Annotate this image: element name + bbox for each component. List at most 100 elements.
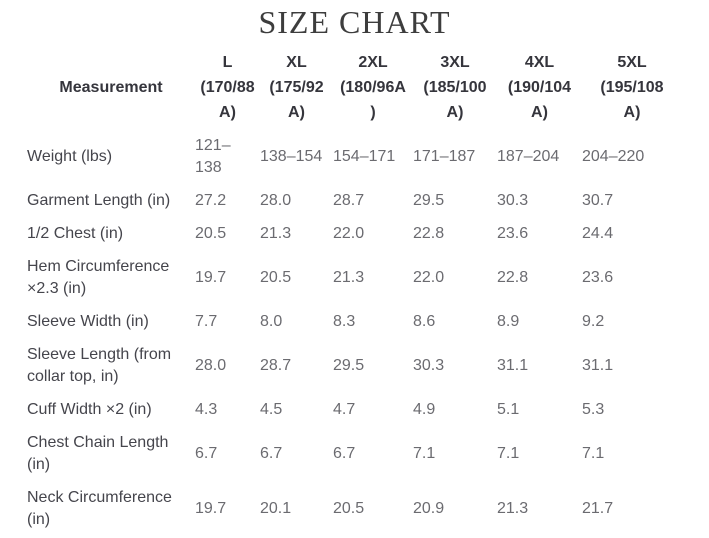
measurement-row-label: Sleeve Length (from collar top, in): [27, 346, 172, 385]
size-value-cell: 30.7: [582, 192, 614, 209]
table-row: Chest Chain Length (in) 6.7 6.7 6.7 7.1 7.1 7.…: [27, 427, 682, 482]
size-value-cell: 20.5: [333, 500, 365, 517]
size-value-cell: 21.3: [333, 269, 365, 286]
measurement-row-label: Cuff Width ×2 (in): [27, 401, 152, 418]
measurement-row-label: Hem Circumference ×2.3 (in): [27, 258, 170, 297]
size-header-line: A): [288, 104, 305, 121]
size-value-cell: 28.0: [195, 357, 227, 374]
size-value-cell: 27.2: [195, 192, 227, 209]
size-value-cell: 7.1: [413, 445, 436, 462]
size-column-header-l: L (170/88 A): [195, 48, 260, 130]
size-header-line: 2XL: [358, 54, 388, 71]
size-value-cell: 8.3: [333, 313, 356, 330]
measurement-row-label: Sleeve Width (in): [27, 313, 149, 330]
size-column-header-5xl: 5XL (195/108 A): [582, 48, 682, 130]
size-value-cell: 20.1: [260, 500, 292, 517]
header-row: Measurement L (170/88 A) XL (175/92 A) 2XL (180/…: [27, 48, 682, 130]
size-header-line: L: [222, 54, 233, 71]
size-header-line: (185/100: [423, 79, 487, 96]
size-value-cell: 7.7: [195, 313, 218, 330]
size-value-cell: 31.1: [582, 357, 614, 374]
size-value-cell: 19.7: [195, 269, 227, 286]
size-value-cell: 6.7: [260, 445, 283, 462]
size-header-line: ): [370, 104, 376, 121]
size-header-line: (195/108: [600, 79, 664, 96]
size-value-cell: 22.0: [413, 269, 445, 286]
table-row: Neck Circumference (in) 19.7 20.1 20.5 20.9 2…: [27, 482, 682, 537]
size-value-cell: 21.3: [260, 225, 292, 242]
size-header-line: (175/92: [269, 79, 324, 96]
table-row: Cuff Width ×2 (in) 4.3 4.5 4.7 4.9 5.1 5.3: [27, 394, 682, 427]
size-value-cell: 23.6: [497, 225, 529, 242]
table-row: Garment Length (in) 27.2 28.0 28.7 29.5 30.3 3…: [27, 185, 682, 218]
measurement-row-label: Neck Circumference (in): [27, 489, 172, 528]
size-value-cell: 20.5: [195, 225, 227, 242]
size-value-cell: 22.8: [413, 225, 445, 242]
size-value-cell: 6.7: [195, 445, 218, 462]
size-value-cell: 4.5: [260, 401, 283, 418]
size-chart-table: Measurement L (170/88 A) XL (175/92 A) 2XL (180/…: [27, 48, 682, 537]
size-value-cell: 7.1: [582, 445, 605, 462]
measurement-column-header: Measurement: [59, 79, 163, 96]
size-value-cell: 4.7: [333, 401, 356, 418]
size-value-cell: 4.9: [413, 401, 436, 418]
table-body: Weight (lbs) 121–138 138–154 154–171 171–187…: [27, 130, 682, 537]
size-value-cell: 4.3: [195, 401, 218, 418]
size-value-cell: 21.3: [497, 500, 529, 517]
size-value-cell: 23.6: [582, 269, 614, 286]
size-column-header-xl: XL (175/92 A): [260, 48, 333, 130]
size-value-cell: 5.1: [497, 401, 520, 418]
size-header-line: A): [623, 104, 641, 121]
size-header-line: A): [446, 104, 464, 121]
size-value-cell: 20.9: [413, 500, 445, 517]
size-header-line: (190/104: [507, 79, 572, 96]
measurement-row-label: Weight (lbs): [27, 148, 113, 165]
table-row: Weight (lbs) 121–138 138–154 154–171 171–187…: [27, 130, 682, 185]
size-value-cell: 9.2: [582, 313, 605, 330]
size-header-line: 4XL: [524, 54, 555, 71]
size-value-cell: 28.0: [260, 192, 292, 209]
size-value-cell: 19.7: [195, 500, 227, 517]
size-value-cell: 31.1: [497, 357, 529, 374]
size-value-cell: 204–220: [582, 148, 645, 165]
measurement-row-label: Garment Length (in): [27, 192, 171, 209]
page-title: SIZE CHART: [258, 4, 451, 40]
size-value-cell: 154–171: [333, 148, 396, 165]
size-value-cell: 29.5: [413, 192, 445, 209]
table-row: Hem Circumference ×2.3 (in) 19.7 20.5 21.3 2…: [27, 251, 682, 306]
size-value-cell: 21.7: [582, 500, 614, 517]
size-value-cell: 29.5: [333, 357, 365, 374]
size-value-cell: 6.7: [333, 445, 356, 462]
size-header-line: 5XL: [617, 54, 647, 71]
size-column-header-4xl: 4XL (190/104 A): [497, 48, 582, 130]
table-row: Sleeve Length (from collar top, in) 28.0 2…: [27, 339, 682, 394]
size-header-line: A): [219, 104, 236, 121]
size-value-cell: 7.1: [497, 445, 520, 462]
size-header-line: XL: [286, 54, 307, 71]
size-header-line: 3XL: [440, 54, 470, 71]
size-value-cell: 22.8: [497, 269, 529, 286]
size-column-header-2xl: 2XL (180/96A): [333, 48, 413, 130]
measurement-row-label: Chest Chain Length (in): [27, 434, 169, 473]
size-value-cell: 20.5: [260, 269, 292, 286]
size-value-cell: 138–154: [260, 148, 323, 165]
table-row: 1/2 Chest (in) 20.5 21.3 22.0 22.8 23.6 24.4: [27, 218, 682, 251]
size-value-cell: 8.6: [413, 313, 436, 330]
size-header-line: (170/88: [200, 79, 255, 96]
size-value-cell: 30.3: [413, 357, 445, 374]
size-value-cell: 8.0: [260, 313, 283, 330]
size-value-cell: 22.0: [333, 225, 365, 242]
size-value-cell: 24.4: [582, 225, 614, 242]
size-value-cell: 121–138: [195, 137, 231, 176]
size-header-line: A): [531, 104, 548, 121]
table-row: Sleeve Width (in) 7.7 8.0 8.3 8.6 8.9 9.2: [27, 306, 682, 339]
size-value-cell: 5.3: [582, 401, 605, 418]
size-value-cell: 30.3: [497, 192, 529, 209]
size-value-cell: 187–204: [497, 148, 560, 165]
size-column-header-3xl: 3XL (185/100 A): [413, 48, 497, 130]
size-value-cell: 28.7: [333, 192, 365, 209]
size-value-cell: 8.9: [497, 313, 520, 330]
size-value-cell: 171–187: [413, 148, 476, 165]
size-header-line: (180/96A: [340, 79, 406, 96]
